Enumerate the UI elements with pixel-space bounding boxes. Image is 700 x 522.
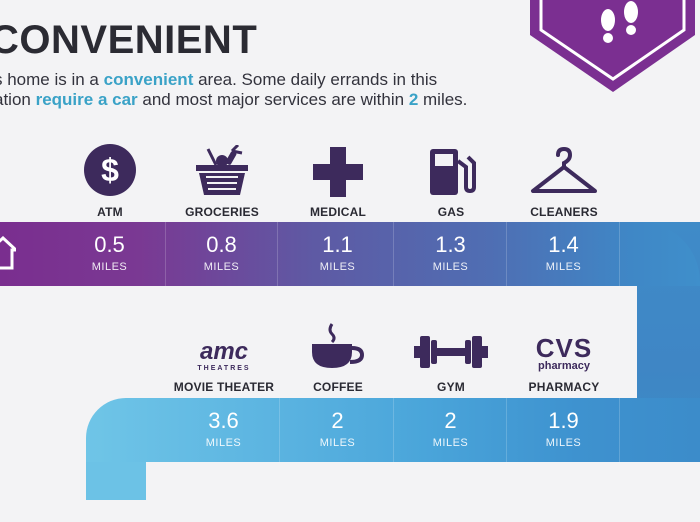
distance-unit: MILES bbox=[545, 261, 582, 273]
grocery-basket-icon bbox=[196, 145, 248, 195]
distance-value: 0.5 bbox=[94, 232, 125, 257]
service-groceries: GROCERIES bbox=[166, 143, 278, 219]
service-label: ATM bbox=[97, 205, 123, 219]
distance-unit: MILES bbox=[205, 437, 242, 449]
footprints-icon bbox=[530, 0, 695, 92]
service-gas: GAS bbox=[395, 143, 507, 219]
distance-value: 1.3 bbox=[435, 232, 466, 257]
service-label: MOVIE THEATER bbox=[173, 380, 275, 394]
cvs-logo-subtext: pharmacy bbox=[538, 360, 590, 372]
service-label: CLEANERS bbox=[530, 205, 598, 219]
medical-cross-icon bbox=[313, 147, 363, 197]
cvs-logo-text: CVS bbox=[535, 333, 593, 363]
distance-cell-groceries: 0.8 MILES bbox=[166, 222, 278, 286]
home-icon bbox=[0, 236, 16, 270]
service-label: PHARMACY bbox=[528, 380, 600, 394]
distance-track-bottom bbox=[86, 398, 700, 462]
cvs-logo: CVS pharmacy bbox=[508, 318, 620, 372]
distance-unit: MILES bbox=[545, 437, 582, 449]
distance-value: 2 bbox=[331, 408, 344, 433]
distance-cell-atm: 0.5 MILES bbox=[54, 222, 166, 286]
track-curve bbox=[146, 462, 700, 522]
desc-text: s home is in a bbox=[0, 70, 104, 89]
track-curve bbox=[560, 286, 637, 398]
coffee-cup-icon bbox=[312, 323, 365, 368]
page-title: CONVENIENT bbox=[0, 18, 258, 62]
desc-text: miles. bbox=[418, 90, 468, 109]
distance-cell-gym: 2 MILES bbox=[395, 398, 507, 462]
distance-unit: MILES bbox=[319, 437, 356, 449]
desc-text: and most major services are within bbox=[137, 90, 409, 109]
dollar-icon: $ bbox=[84, 144, 136, 196]
service-gym: GYM bbox=[395, 318, 507, 394]
service-coffee: COFFEE bbox=[282, 318, 394, 394]
distance-cell-cleaners: 1.4 MILES bbox=[508, 222, 620, 286]
service-medical: MEDICAL bbox=[282, 143, 394, 219]
background-band bbox=[0, 286, 637, 398]
distance-value: 3.6 bbox=[208, 408, 239, 433]
service-movie-theater: amc THEATRES MOVIE THEATER bbox=[168, 318, 280, 395]
amc-logo-subtext: THEATRES bbox=[197, 365, 251, 372]
distance-value: 1.1 bbox=[322, 232, 353, 257]
service-label: MEDICAL bbox=[309, 205, 367, 219]
desc-highlight: convenient bbox=[103, 70, 194, 89]
service-pharmacy: CVS pharmacy PHARMACY bbox=[508, 318, 620, 394]
description: s home is in a convenient area. Some dai… bbox=[0, 70, 554, 110]
distance-value: 1.9 bbox=[548, 408, 579, 433]
distance-unit: MILES bbox=[432, 261, 469, 273]
distance-cell-coffee: 2 MILES bbox=[282, 398, 394, 462]
service-label: GAS bbox=[437, 205, 465, 219]
distance-unit: MILES bbox=[432, 437, 469, 449]
distance-cell-pharmacy: 1.9 MILES bbox=[508, 398, 620, 462]
amc-logo-text: amc bbox=[199, 338, 249, 365]
desc-text: ation bbox=[0, 90, 31, 109]
desc-text: area. Some daily errands in this bbox=[193, 70, 438, 89]
distance-value: 1.4 bbox=[548, 232, 579, 257]
distance-cell-medical: 1.1 MILES bbox=[282, 222, 394, 286]
distance-unit: MILES bbox=[91, 261, 128, 273]
desc-highlight: 2 bbox=[408, 90, 419, 109]
distance-value: 0.8 bbox=[206, 232, 237, 257]
distance-unit: MILES bbox=[203, 261, 240, 273]
dumbbell-icon bbox=[414, 336, 488, 368]
gas-pump-icon bbox=[430, 149, 476, 195]
svg-text:$: $ bbox=[101, 152, 119, 188]
desc-highlight: require a car bbox=[35, 90, 138, 109]
distance-value: 2 bbox=[444, 408, 457, 433]
distance-unit: MILES bbox=[319, 261, 356, 273]
distance-cell-movie-theater: 3.6 MILES bbox=[168, 398, 280, 462]
distance-cell-gas: 1.3 MILES bbox=[395, 222, 507, 286]
service-label: GYM bbox=[437, 380, 465, 394]
amc-logo: amc THEATRES bbox=[168, 318, 280, 373]
distance-track-top bbox=[0, 222, 700, 286]
service-label: GROCERIES bbox=[185, 205, 259, 219]
service-label: COFFEE bbox=[313, 380, 363, 394]
service-cleaners: CLEANERS bbox=[508, 143, 620, 219]
service-atm: $ ATM bbox=[54, 143, 166, 219]
hanger-icon bbox=[531, 147, 597, 193]
